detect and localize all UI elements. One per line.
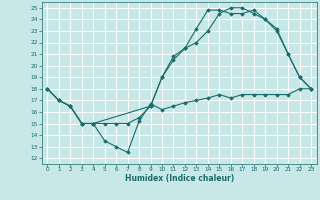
X-axis label: Humidex (Indice chaleur): Humidex (Indice chaleur): [124, 174, 234, 183]
